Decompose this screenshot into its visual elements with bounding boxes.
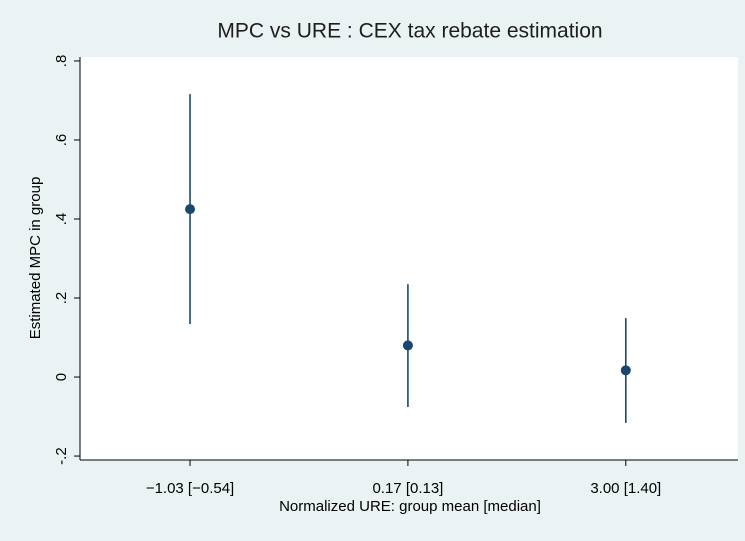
x-tick-label: −1.03 [−0.54] [146, 480, 234, 497]
point [185, 204, 196, 215]
x-tick-label: 3.00 [1.40] [590, 480, 661, 497]
point [620, 365, 631, 376]
plot-area [80, 57, 738, 460]
y-tick-label: .6 [53, 134, 70, 147]
chart-title: MPC vs URE : CEX tax rebate estimation [217, 20, 602, 43]
y-tick-label: .2 [53, 292, 70, 305]
point [402, 340, 413, 351]
x-axis-title: Normalized URE: group mean [median] [279, 498, 541, 515]
y-tick-label: 0 [53, 373, 70, 381]
y-tick-label: .4 [53, 213, 70, 226]
y-tick-label: -.2 [53, 447, 70, 465]
x-tick-label: 0.17 [0.13] [372, 480, 443, 497]
y-tick-label: .8 [53, 55, 70, 68]
y-axis-title: Estimated MPC in group [27, 177, 44, 340]
